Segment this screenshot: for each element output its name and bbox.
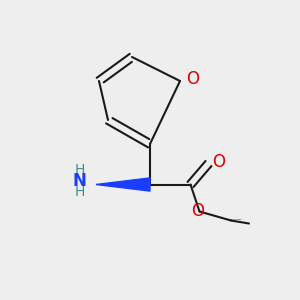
Text: O: O <box>212 153 226 171</box>
Text: methyl line endpoint: methyl line endpoint <box>227 219 241 220</box>
Text: H: H <box>74 185 85 199</box>
Text: O: O <box>191 202 205 220</box>
Text: H: H <box>74 163 85 177</box>
Text: N: N <box>73 172 86 190</box>
Text: O: O <box>186 70 199 88</box>
Polygon shape <box>96 178 150 191</box>
